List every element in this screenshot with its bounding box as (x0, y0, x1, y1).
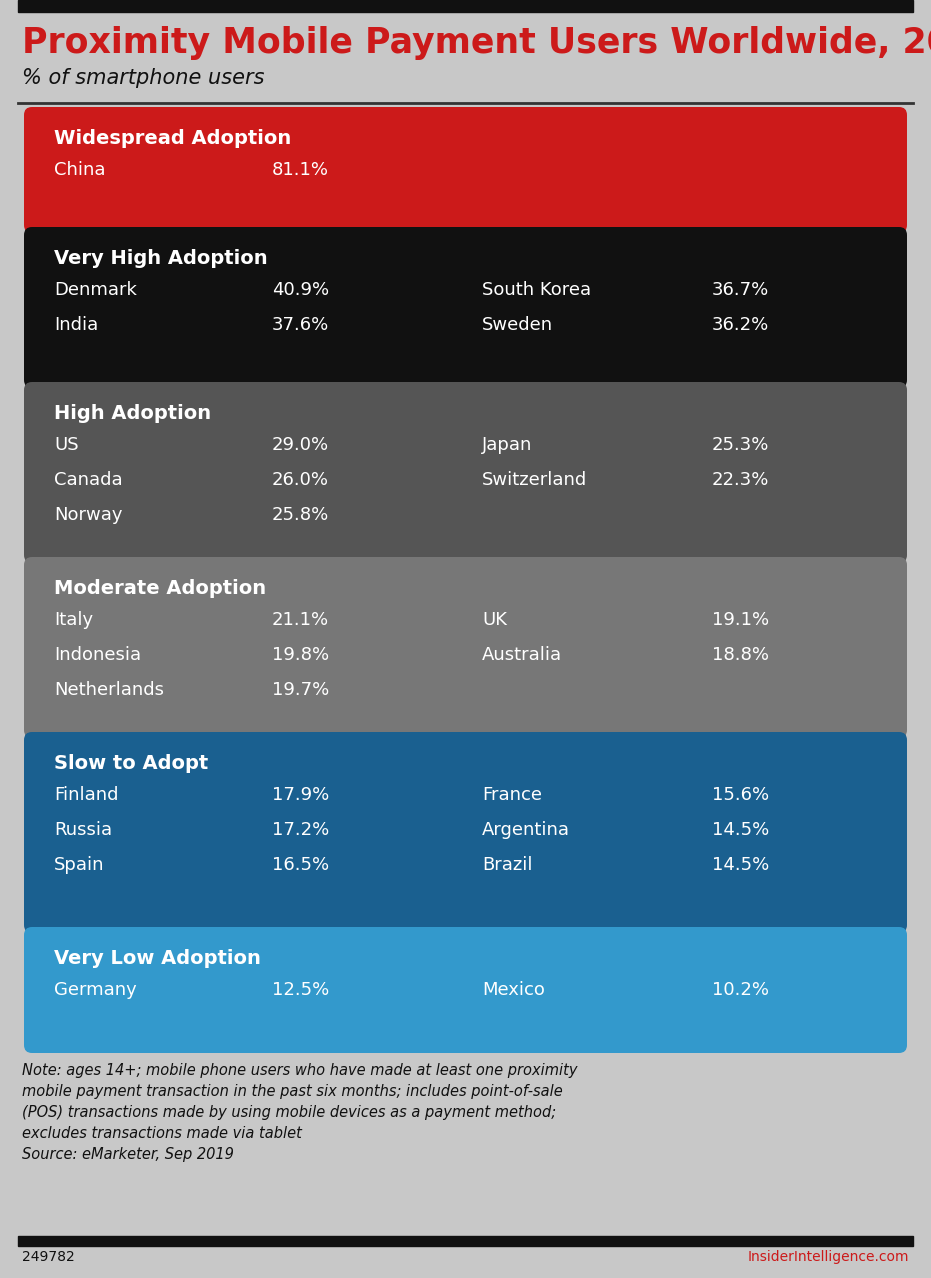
Text: 25.8%: 25.8% (272, 506, 330, 524)
Text: Sweden: Sweden (482, 316, 553, 334)
Text: France: France (482, 786, 542, 804)
FancyBboxPatch shape (24, 927, 907, 1053)
Text: Australia: Australia (482, 645, 562, 665)
Text: Brazil: Brazil (482, 856, 533, 874)
Text: 21.1%: 21.1% (272, 611, 330, 629)
Text: Italy: Italy (54, 611, 93, 629)
Text: Spain: Spain (54, 856, 104, 874)
Text: Slow to Adopt: Slow to Adopt (54, 754, 209, 773)
Bar (18, 0, 913, 12)
Text: Note: ages 14+; mobile phone users who have made at least one proximity
mobile p: Note: ages 14+; mobile phone users who h… (22, 1063, 577, 1162)
Text: 37.6%: 37.6% (272, 316, 330, 334)
FancyBboxPatch shape (24, 227, 907, 389)
Text: Moderate Adoption: Moderate Adoption (54, 579, 266, 598)
Text: 40.9%: 40.9% (272, 281, 330, 299)
Text: 16.5%: 16.5% (272, 856, 330, 874)
Text: % of smartphone users: % of smartphone users (22, 68, 264, 88)
Text: Netherlands: Netherlands (54, 681, 164, 699)
FancyBboxPatch shape (24, 107, 907, 233)
Text: India: India (54, 316, 99, 334)
Text: Switzerland: Switzerland (482, 472, 587, 489)
FancyBboxPatch shape (24, 557, 907, 737)
Text: 249782: 249782 (22, 1250, 74, 1264)
Text: Indonesia: Indonesia (54, 645, 142, 665)
Text: 19.7%: 19.7% (272, 681, 330, 699)
Text: 36.7%: 36.7% (712, 281, 769, 299)
Text: Proximity Mobile Payment Users Worldwide, 2019: Proximity Mobile Payment Users Worldwide… (22, 26, 931, 60)
Text: 19.8%: 19.8% (272, 645, 330, 665)
Text: 17.9%: 17.9% (272, 786, 330, 804)
Text: InsiderIntelligence.com: InsiderIntelligence.com (748, 1250, 909, 1264)
Text: Widespread Adoption: Widespread Adoption (54, 129, 291, 148)
Text: 10.2%: 10.2% (712, 982, 769, 999)
Text: Very Low Adoption: Very Low Adoption (54, 950, 261, 967)
Text: 18.8%: 18.8% (712, 645, 769, 665)
Text: Finland: Finland (54, 786, 118, 804)
Text: Russia: Russia (54, 820, 112, 838)
Text: China: China (54, 161, 105, 179)
Text: UK: UK (482, 611, 507, 629)
Text: 29.0%: 29.0% (272, 436, 330, 454)
FancyBboxPatch shape (24, 382, 907, 564)
Text: 17.2%: 17.2% (272, 820, 330, 838)
Text: 26.0%: 26.0% (272, 472, 329, 489)
Text: 81.1%: 81.1% (272, 161, 329, 179)
FancyBboxPatch shape (24, 732, 907, 933)
Text: High Adoption: High Adoption (54, 404, 211, 423)
Text: 15.6%: 15.6% (712, 786, 769, 804)
Text: Canada: Canada (54, 472, 123, 489)
Text: US: US (54, 436, 78, 454)
Text: Mexico: Mexico (482, 982, 545, 999)
Text: 14.5%: 14.5% (712, 820, 769, 838)
Text: Norway: Norway (54, 506, 123, 524)
Text: 12.5%: 12.5% (272, 982, 330, 999)
Bar (18, 1236, 913, 1246)
Text: Japan: Japan (482, 436, 533, 454)
Text: 36.2%: 36.2% (712, 316, 769, 334)
Text: 22.3%: 22.3% (712, 472, 769, 489)
Text: Very High Adoption: Very High Adoption (54, 249, 267, 268)
Text: 19.1%: 19.1% (712, 611, 769, 629)
Text: 25.3%: 25.3% (712, 436, 769, 454)
Text: 14.5%: 14.5% (712, 856, 769, 874)
Text: Argentina: Argentina (482, 820, 570, 838)
Text: Germany: Germany (54, 982, 137, 999)
Text: South Korea: South Korea (482, 281, 591, 299)
Text: Denmark: Denmark (54, 281, 137, 299)
